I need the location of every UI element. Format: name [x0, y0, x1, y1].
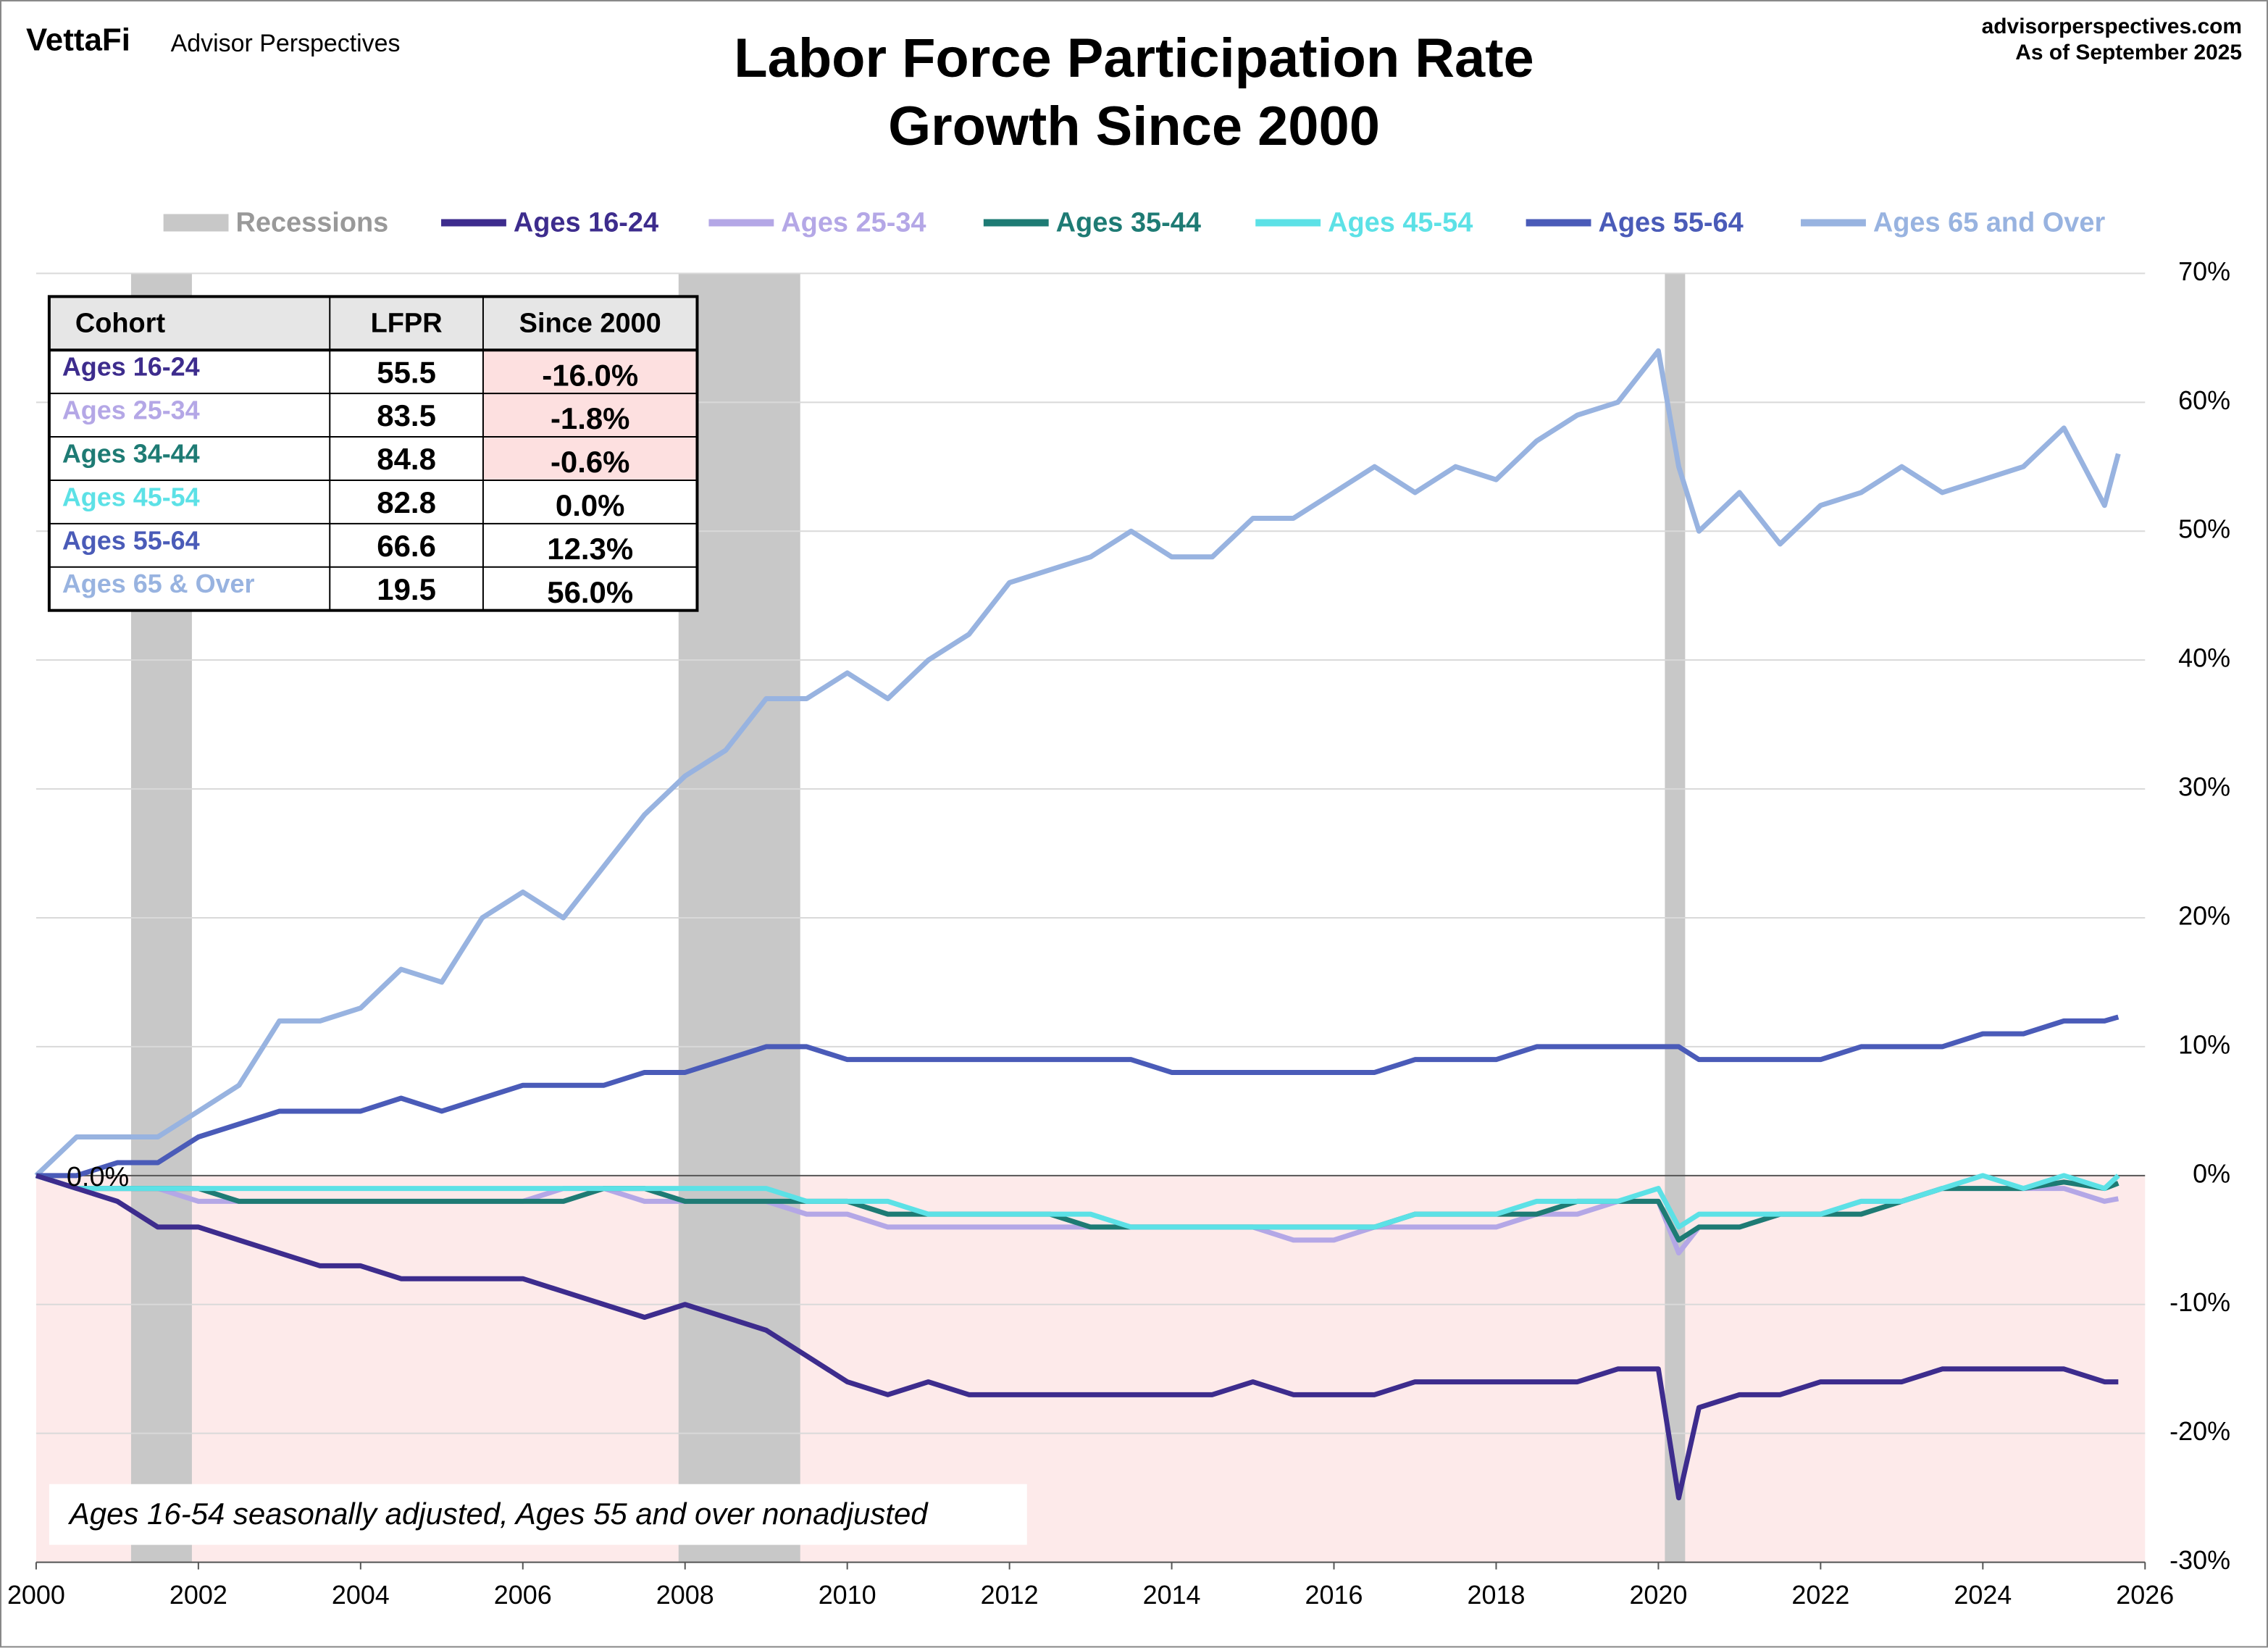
- table-cell: 19.5: [377, 572, 436, 606]
- table-cell: 66.6: [377, 529, 436, 563]
- y-tick-label: 70%: [2178, 256, 2230, 286]
- y-tick-label: 0%: [2193, 1158, 2230, 1188]
- x-tick-label: 2020: [1629, 1580, 1687, 1610]
- y-tick-label: -20%: [2169, 1416, 2230, 1446]
- brand-sub: Advisor Perspectives: [171, 30, 401, 57]
- x-tick-label: 2008: [656, 1580, 714, 1610]
- series-line: [35, 1173, 2120, 1230]
- x-tick-label: 2000: [7, 1580, 65, 1610]
- x-tick-label: 2018: [1467, 1580, 1525, 1610]
- table-row: [49, 523, 698, 567]
- footnote: Ages 16-54 seasonally adjusted, Ages 55 …: [67, 1497, 929, 1531]
- negative-cell: [482, 350, 698, 394]
- table-border: [47, 295, 699, 612]
- table-cell: 83.5: [377, 398, 436, 432]
- footnote-box: [49, 1484, 1027, 1545]
- as-of: As of September 2025: [2015, 41, 2242, 64]
- series-line: [35, 1173, 2119, 1501]
- table-cell: Ages 34-44: [62, 439, 200, 469]
- brand: VettaFi: [26, 22, 130, 58]
- table-cell: 56.0%: [547, 575, 633, 609]
- legend-label: Ages 16-24: [514, 208, 658, 238]
- table-cell: 12.3%: [547, 532, 633, 566]
- x-tick-label: 2006: [494, 1580, 552, 1610]
- y-tick-label: 40%: [2178, 643, 2230, 673]
- table-cell: -0.6%: [551, 445, 630, 479]
- series-line: [35, 1014, 2120, 1179]
- x-tick-label: 2026: [2116, 1580, 2174, 1610]
- y-tick-label: 20%: [2178, 900, 2230, 930]
- table-cell: -1.8%: [551, 401, 630, 435]
- table-header-cell: Cohort: [75, 308, 166, 338]
- chart-title: Labor Force Participation Rate: [734, 28, 1533, 89]
- y-tick-label: 50%: [2178, 514, 2230, 544]
- table-row: [49, 566, 698, 611]
- table-header: [49, 296, 698, 351]
- table-cell: 55.5: [377, 355, 436, 389]
- table-cell: 84.8: [377, 442, 436, 476]
- x-tick-label: 2002: [170, 1580, 227, 1610]
- source: advisorperspectives.com: [1982, 14, 2242, 38]
- x-tick-label: 2024: [1954, 1580, 2012, 1610]
- chart-title: Growth Since 2000: [888, 96, 1380, 157]
- negative-cell: [482, 437, 698, 480]
- y-tick-label: 30%: [2178, 772, 2230, 802]
- legend-label: Ages 65 and Over: [1873, 208, 2106, 238]
- table-cell: 0.0%: [556, 488, 625, 522]
- table-cell: -16.0%: [542, 358, 638, 392]
- x-tick-label: 2016: [1305, 1580, 1363, 1610]
- x-tick-label: 2004: [332, 1580, 390, 1610]
- y-tick-label: 10%: [2178, 1029, 2230, 1059]
- table-cell: Ages 45-54: [62, 482, 200, 511]
- y-tick-label: 60%: [2178, 385, 2230, 415]
- y-tick-label: -10%: [2169, 1287, 2230, 1317]
- table-header-cell: Since 2000: [519, 308, 661, 338]
- table-header-cell: LFPR: [371, 308, 443, 338]
- annotation: 0.0%: [67, 1162, 129, 1192]
- table-cell: 82.8: [377, 485, 436, 519]
- legend-label: Ages 55-64: [1598, 208, 1743, 238]
- table-row: [49, 480, 698, 524]
- table-cell: Ages 16-24: [62, 352, 200, 382]
- table-cell: Ages 25-34: [62, 396, 200, 425]
- series-line: [34, 348, 2121, 1178]
- x-tick-label: 2022: [1791, 1580, 1849, 1610]
- x-tick-label: 2012: [981, 1580, 1039, 1610]
- x-tick-label: 2014: [1143, 1580, 1201, 1610]
- table-cell: Ages 55-64: [62, 525, 200, 555]
- legend-label: Ages 25-34: [781, 208, 926, 238]
- negative-cell: [482, 393, 698, 438]
- legend-label: Ages 35-44: [1056, 208, 1201, 238]
- table-cell: Ages 65 & Over: [62, 569, 255, 598]
- legend-label: Ages 45-54: [1328, 208, 1473, 238]
- x-tick-label: 2010: [819, 1580, 876, 1610]
- y-tick-label: -30%: [2169, 1545, 2230, 1575]
- legend-label: Recessions: [235, 208, 388, 238]
